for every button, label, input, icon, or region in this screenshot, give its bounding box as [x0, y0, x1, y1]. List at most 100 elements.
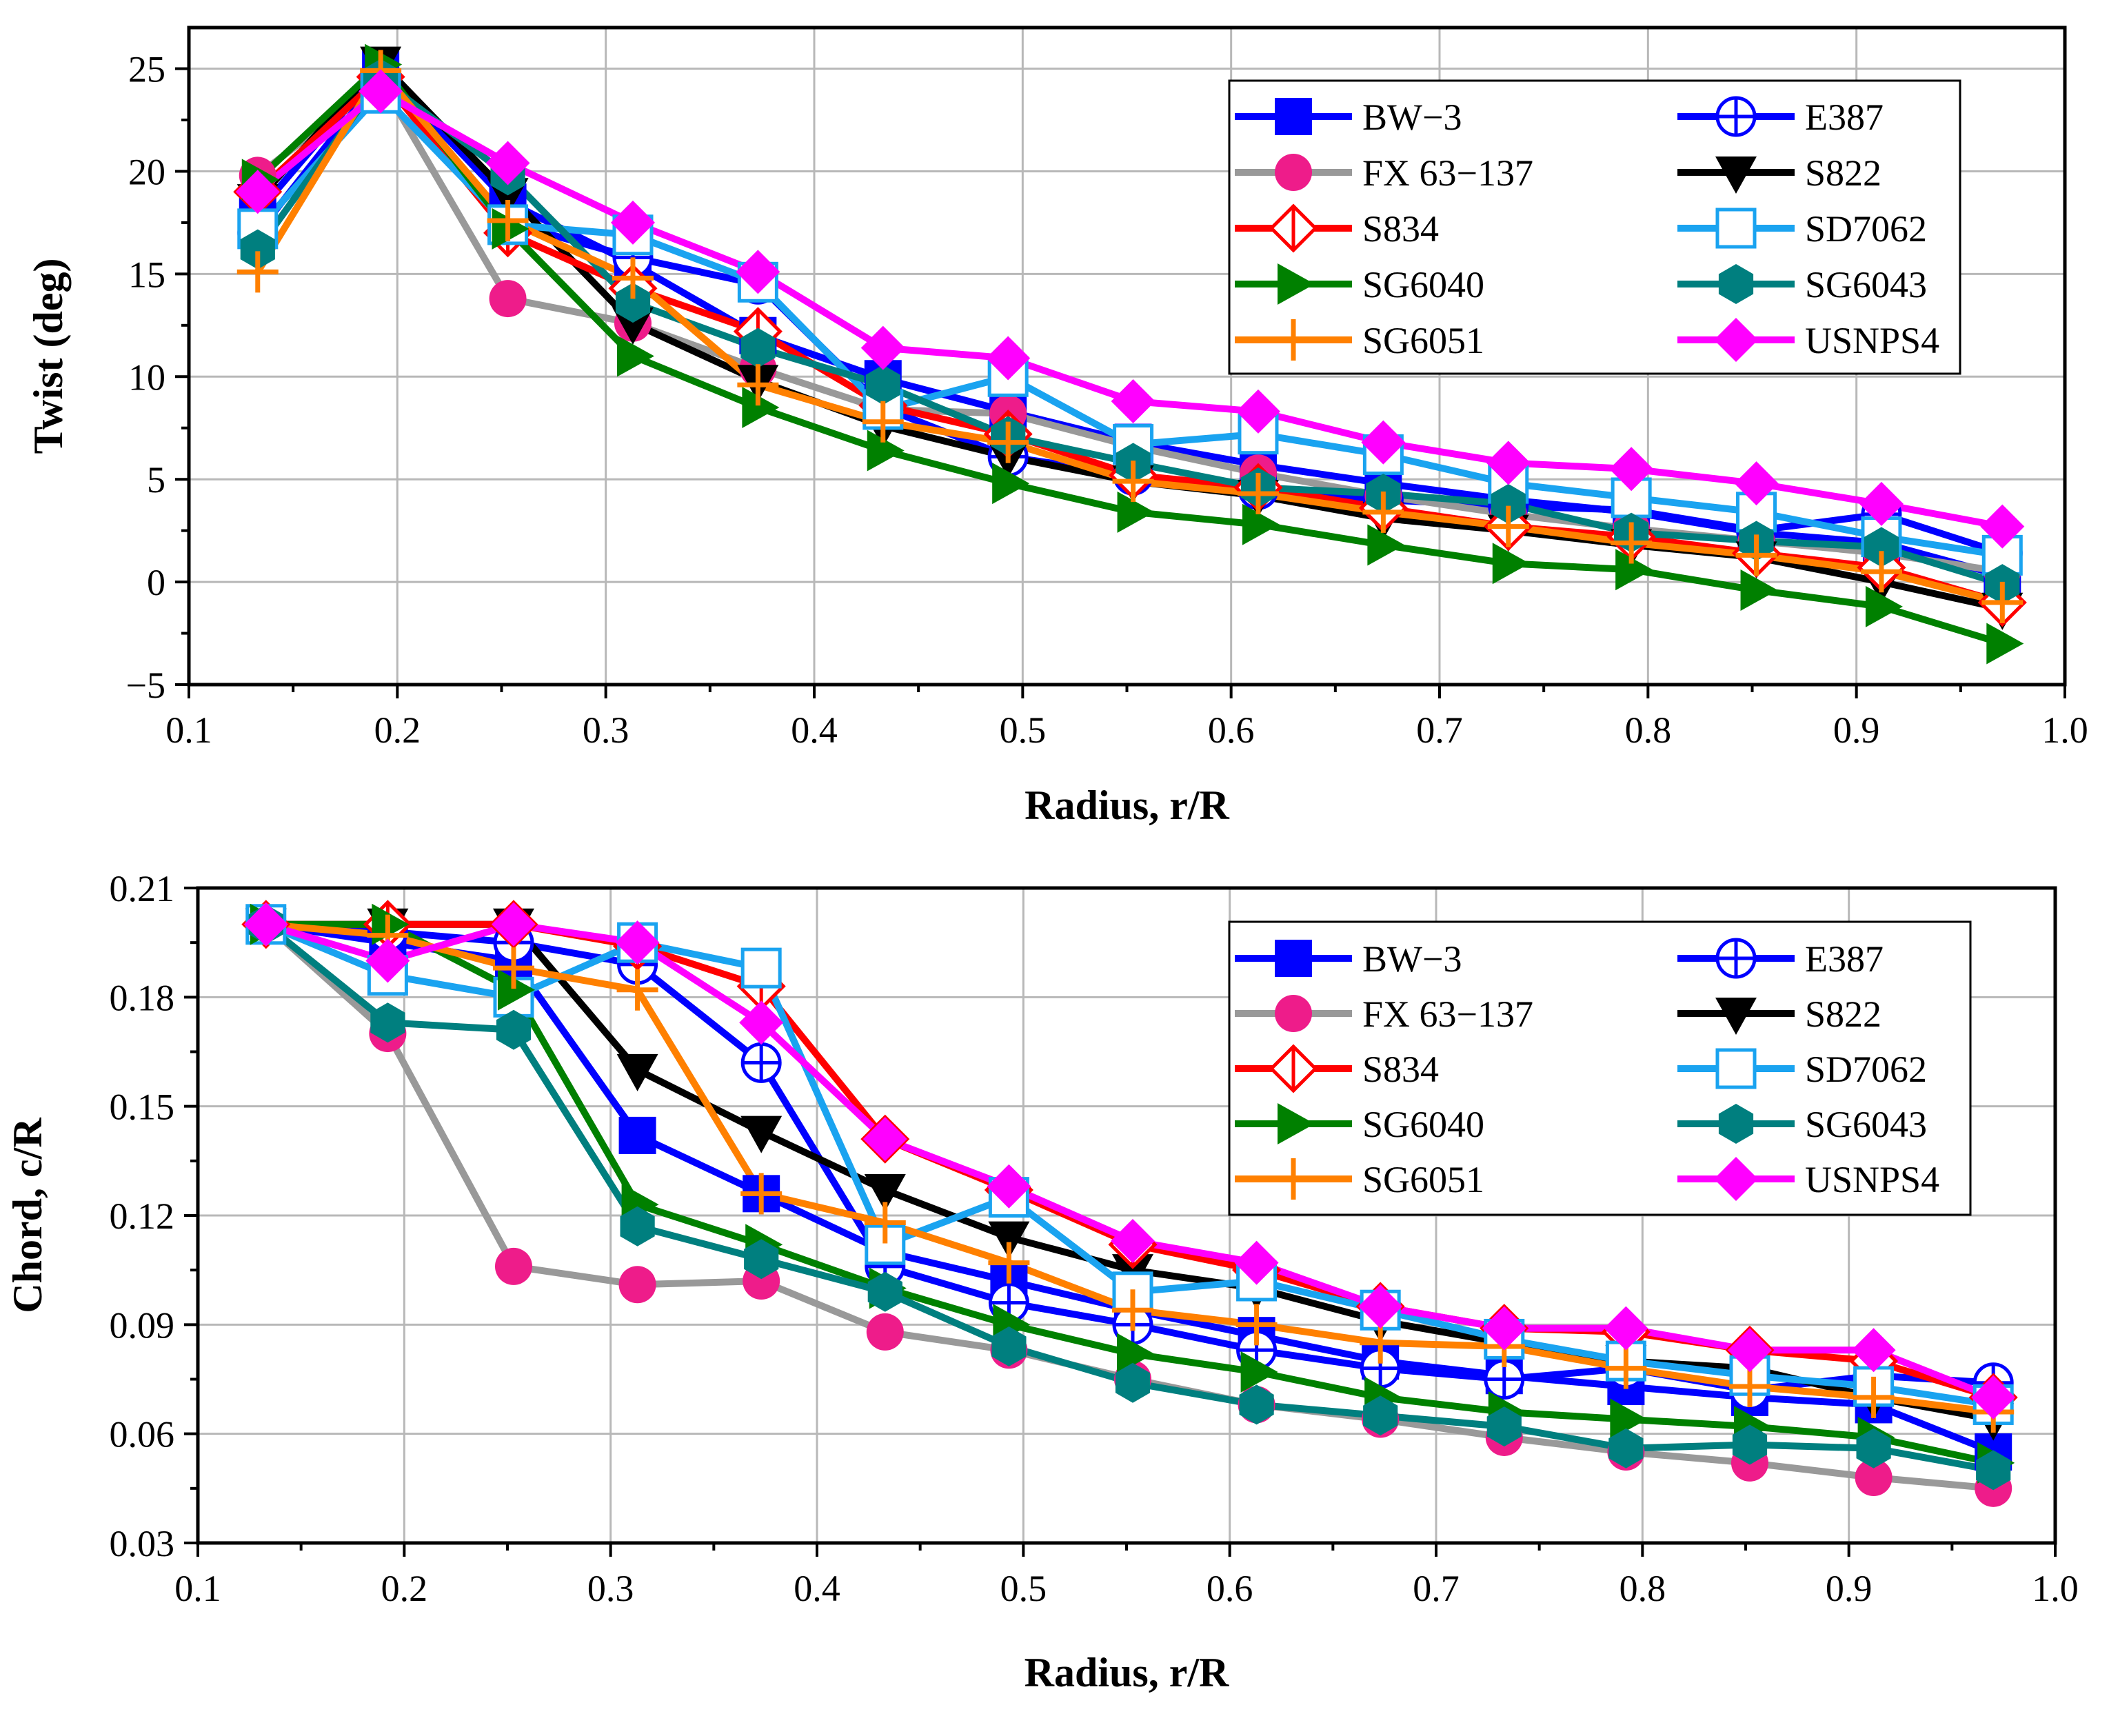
y-axis-title: Chord, c/R	[5, 1118, 50, 1313]
data-point-sg6051	[1981, 581, 2024, 623]
x-tick-label: 0.9	[1833, 709, 1880, 751]
data-point-s822	[616, 1053, 658, 1091]
legend: BW−3 E387 FX 63−137 S822 S834 SD7062 SG6040 SG6…	[1228, 920, 1972, 1216]
series-markers-sg6051	[236, 50, 2024, 623]
legend-item-s834: S834	[1235, 1044, 1439, 1093]
x-tick-label: 0.1	[174, 1568, 221, 1609]
data-point-fx-63-137	[866, 1313, 904, 1351]
data-point-sg6040	[1242, 503, 1280, 545]
data-point-sg6043	[1732, 1424, 1768, 1465]
legend-marker-sd7062	[1715, 1048, 1757, 1089]
x-tick-label: 0.3	[587, 1568, 634, 1609]
data-point-usnps4	[1235, 389, 1280, 434]
x-tick-label: 0.1	[165, 709, 212, 751]
data-point-sg6051	[612, 257, 654, 299]
data-point-sg6051	[616, 969, 658, 1011]
data-point-sg6043	[1608, 1428, 1644, 1468]
data-point-sg6040	[1492, 543, 1530, 585]
data-point-usnps4	[1980, 504, 2025, 549]
legend-item-sg6043: SG6043	[1677, 264, 1927, 305]
y-tick-label: 0.21	[110, 868, 175, 909]
data-point-sg6043	[370, 1002, 405, 1043]
data-point-sg6043	[240, 229, 275, 270]
data-point-sg6040	[992, 463, 1030, 505]
y-tick-label: 10	[128, 356, 165, 398]
data-point-usnps4	[359, 69, 403, 114]
legend-item-sd7062: SD7062	[1677, 1048, 1927, 1090]
legend-label: S834	[1362, 1049, 1439, 1090]
data-point-sg6043	[1115, 1362, 1151, 1403]
data-point-sg6043	[1864, 527, 1899, 567]
data-point-sg6051	[1362, 491, 1404, 533]
y-tick-label: 0.06	[110, 1414, 175, 1455]
data-point-sg6051	[1111, 1289, 1153, 1331]
legend-item-sg6040: SG6040	[1235, 1103, 1484, 1145]
legend-label: BW−3	[1362, 938, 1462, 980]
data-point-sg6051	[862, 401, 904, 443]
legend-box	[1228, 920, 1972, 1216]
x-tick-label: 0.5	[1000, 709, 1047, 751]
x-tick-label: 0.7	[1413, 1568, 1460, 1609]
data-point-sg6040	[1610, 1398, 1648, 1440]
data-point-sg6043	[1976, 1450, 2011, 1491]
data-point-sg6043	[1363, 1395, 1398, 1436]
legend-item-s834: S834	[1235, 203, 1439, 253]
data-point-sg6040	[497, 969, 535, 1011]
data-point-sg6051	[1487, 505, 1529, 547]
data-point-sg6043	[865, 365, 900, 405]
legend-marker-s834	[1269, 203, 1318, 253]
data-point-sg6051	[1860, 551, 1902, 593]
x-axis-title: Radius, r/R	[1025, 783, 1229, 828]
data-point-usnps4	[739, 1000, 784, 1045]
data-point-sg6040	[616, 335, 654, 377]
data-point-fx-63-137	[494, 1247, 532, 1285]
data-point-sg6043	[615, 283, 651, 323]
data-point-sg6051	[236, 251, 279, 293]
data-point-s822	[740, 1116, 783, 1153]
data-point-usnps4	[1851, 1328, 1896, 1373]
legend-item-e387: E387	[1677, 938, 1884, 980]
data-point-usnps4	[862, 1117, 907, 1162]
data-point-sg6051	[1735, 534, 1777, 576]
legend-item-s822: S822	[1677, 993, 1881, 1035]
data-point-sg6051	[1235, 1304, 1278, 1346]
x-tick-label: 0.9	[1826, 1568, 1873, 1609]
data-point-usnps4	[615, 920, 660, 965]
data-point-usnps4	[243, 902, 288, 947]
data-point-usnps4	[1859, 481, 1904, 526]
legend-item-bw-3: BW−3	[1235, 97, 1462, 138]
x-tick-label: 0.4	[791, 709, 838, 751]
data-point-e387-cross	[743, 1044, 780, 1082]
data-point-sg6040	[867, 430, 905, 472]
x-axis-title: Radius, r/R	[1025, 1650, 1229, 1695]
legend-item-sg6043: SG6043	[1677, 1104, 1927, 1145]
data-point-sg6051	[737, 364, 779, 406]
data-point-sg6040	[1117, 491, 1155, 533]
data-point-sg6043	[867, 1271, 902, 1312]
legend-label: FX 63−137	[1362, 993, 1533, 1035]
legend-marker-sg6043	[1718, 1104, 1754, 1144]
data-point-usnps4	[1727, 1328, 1772, 1373]
data-point-usnps4	[1361, 420, 1406, 465]
y-tick-label: 0.18	[110, 977, 175, 1018]
data-point-usnps4	[736, 250, 780, 294]
data-point-sg6040	[1615, 549, 1653, 591]
legend-label: S822	[1805, 993, 1881, 1035]
legend-marker-fx-63-137	[1275, 154, 1312, 191]
chart-twist: 0.1 0.2 0.3 0.4 0.5 0.6 0.7 0.8 0.9 1.0 −5 0 5 10 15 20…	[26, 26, 2088, 828]
data-point-usnps4	[1734, 461, 1779, 506]
legend-marker-sg6040	[1278, 263, 1315, 305]
data-point-usnps4	[1111, 379, 1156, 424]
legend-marker-sd7062	[1715, 208, 1757, 249]
data-point-usnps4	[485, 141, 530, 185]
legend-label: S822	[1805, 152, 1881, 194]
y-tick-label: 0.15	[110, 1087, 175, 1128]
y-axis-title: Twist (deg)	[26, 259, 71, 454]
x-tick-label: 0.2	[381, 1568, 428, 1609]
data-point-usnps4	[491, 902, 536, 947]
data-point-e387	[740, 1042, 782, 1083]
x-tick-label: 0.6	[1207, 1568, 1253, 1609]
data-point-sg6043	[496, 1009, 532, 1050]
data-point-sg6051	[987, 421, 1029, 463]
